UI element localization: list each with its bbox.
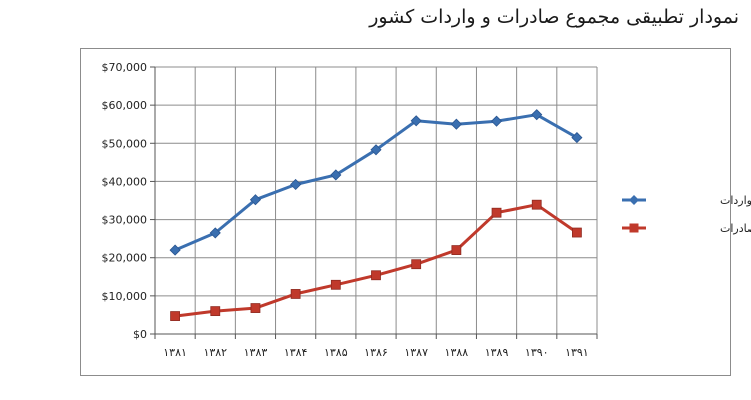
data-point-square: [330, 279, 341, 290]
data-point-square: [250, 303, 261, 313]
x-tick-label: ۱۳۸۷: [404, 346, 428, 359]
chart-title: نمودار تطبیقی مجموع صادرات و واردات کشور: [369, 6, 739, 28]
data-point-square: [170, 311, 180, 321]
x-tick-label: ۱۳۹۱: [565, 346, 589, 359]
data-point-diamond: [410, 115, 422, 127]
y-tick-label: $30,000: [102, 214, 148, 227]
x-tick-label: ۱۳۸۴: [284, 346, 308, 359]
y-tick-label: $10,000: [102, 290, 148, 303]
x-tick-label: ۱۳۸۳: [244, 346, 268, 359]
data-point-diamond: [209, 227, 221, 239]
legend-label: رقم صادرات: [720, 222, 751, 235]
x-tick-label: ۱۳۸۸: [445, 346, 469, 359]
x-tick-label: ۱۳۸۵: [324, 346, 348, 359]
data-point-diamond: [531, 109, 543, 121]
x-tick-label: ۱۳۸۲: [203, 346, 227, 359]
data-point-square: [451, 245, 462, 255]
legend-label: رقم واردات: [720, 194, 751, 207]
data-point-diamond: [450, 118, 462, 130]
y-tick-label: $0: [133, 328, 147, 341]
data-point-diamond: [571, 131, 583, 144]
data-point-square: [491, 207, 502, 218]
data-point-diamond: [249, 194, 262, 206]
data-point-square: [572, 227, 582, 238]
y-tick-label: $60,000: [102, 99, 148, 112]
x-tick-label: ۱۳۸۶: [364, 346, 388, 359]
y-tick-label: $20,000: [102, 252, 148, 265]
data-point-diamond: [330, 169, 342, 181]
legend-marker-diamond: [629, 195, 639, 205]
data-point-square: [531, 199, 542, 210]
x-tick-label: ۱۳۹۰: [525, 346, 549, 359]
data-point-square: [210, 306, 221, 317]
y-tick-label: $40,000: [102, 175, 148, 188]
data-point-square: [411, 259, 422, 270]
data-point-diamond: [490, 115, 503, 127]
y-tick-label: $50,000: [102, 137, 148, 150]
x-tick-label: ۱۳۸۹: [485, 346, 509, 359]
data-point-square: [371, 270, 381, 281]
legend-marker-square: [629, 223, 639, 233]
data-point-diamond: [169, 244, 181, 256]
x-tick-label: ۱۳۸۱: [163, 346, 187, 359]
plot-area: [155, 67, 597, 334]
y-tick-label: $70,000: [102, 61, 148, 74]
data-point-diamond: [370, 144, 382, 156]
data-point-diamond: [290, 178, 302, 191]
data-point-square: [290, 289, 301, 299]
